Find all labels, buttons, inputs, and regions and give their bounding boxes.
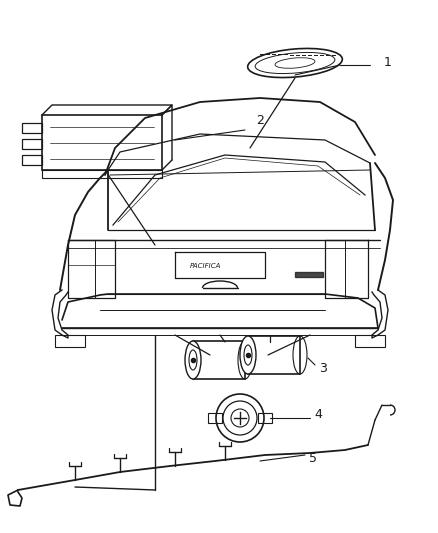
Text: 2: 2 <box>256 114 264 126</box>
Bar <box>55 335 85 347</box>
Ellipse shape <box>185 341 201 379</box>
Text: 4: 4 <box>314 408 322 422</box>
Bar <box>355 335 385 347</box>
Bar <box>295 272 323 277</box>
Bar <box>22 123 42 133</box>
Bar <box>22 139 42 149</box>
Ellipse shape <box>240 336 256 374</box>
Text: PACIFICA: PACIFICA <box>189 263 221 269</box>
Bar <box>248 336 300 374</box>
Bar <box>208 413 222 423</box>
Bar <box>22 155 42 165</box>
Text: 3: 3 <box>319 361 327 375</box>
Bar <box>258 413 272 423</box>
Bar <box>42 170 162 178</box>
Text: 5: 5 <box>309 451 317 464</box>
Bar <box>193 341 245 379</box>
Text: 1: 1 <box>384 55 392 69</box>
Bar <box>42 115 162 170</box>
